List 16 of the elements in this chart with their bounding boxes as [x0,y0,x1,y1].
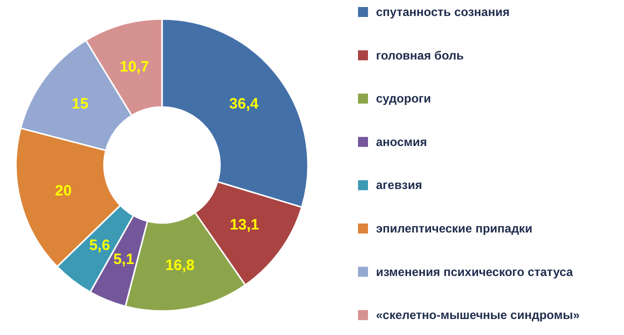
legend-label: «скелетно-мышечные синдромы» [376,308,580,322]
legend-label: головная боль [376,48,464,62]
data-label: 36,4 [229,96,260,113]
data-label: 5,1 [113,251,134,268]
legend-label: изменения психического статуса [376,264,574,279]
legend-label: эпилептические припадки [376,222,532,236]
data-label: 5,6 [89,237,110,254]
data-label: 13,1 [230,216,260,234]
legend-label: спутанность сознания [376,5,510,19]
data-label: 16,8 [165,256,195,274]
data-label: 15 [72,96,88,113]
data-label: 10,7 [120,58,150,76]
legend-label: агевзия [376,178,422,192]
legend-label: судороги [376,92,432,106]
legend-label: аносмия [376,134,428,149]
data-label: 20 [55,182,72,200]
